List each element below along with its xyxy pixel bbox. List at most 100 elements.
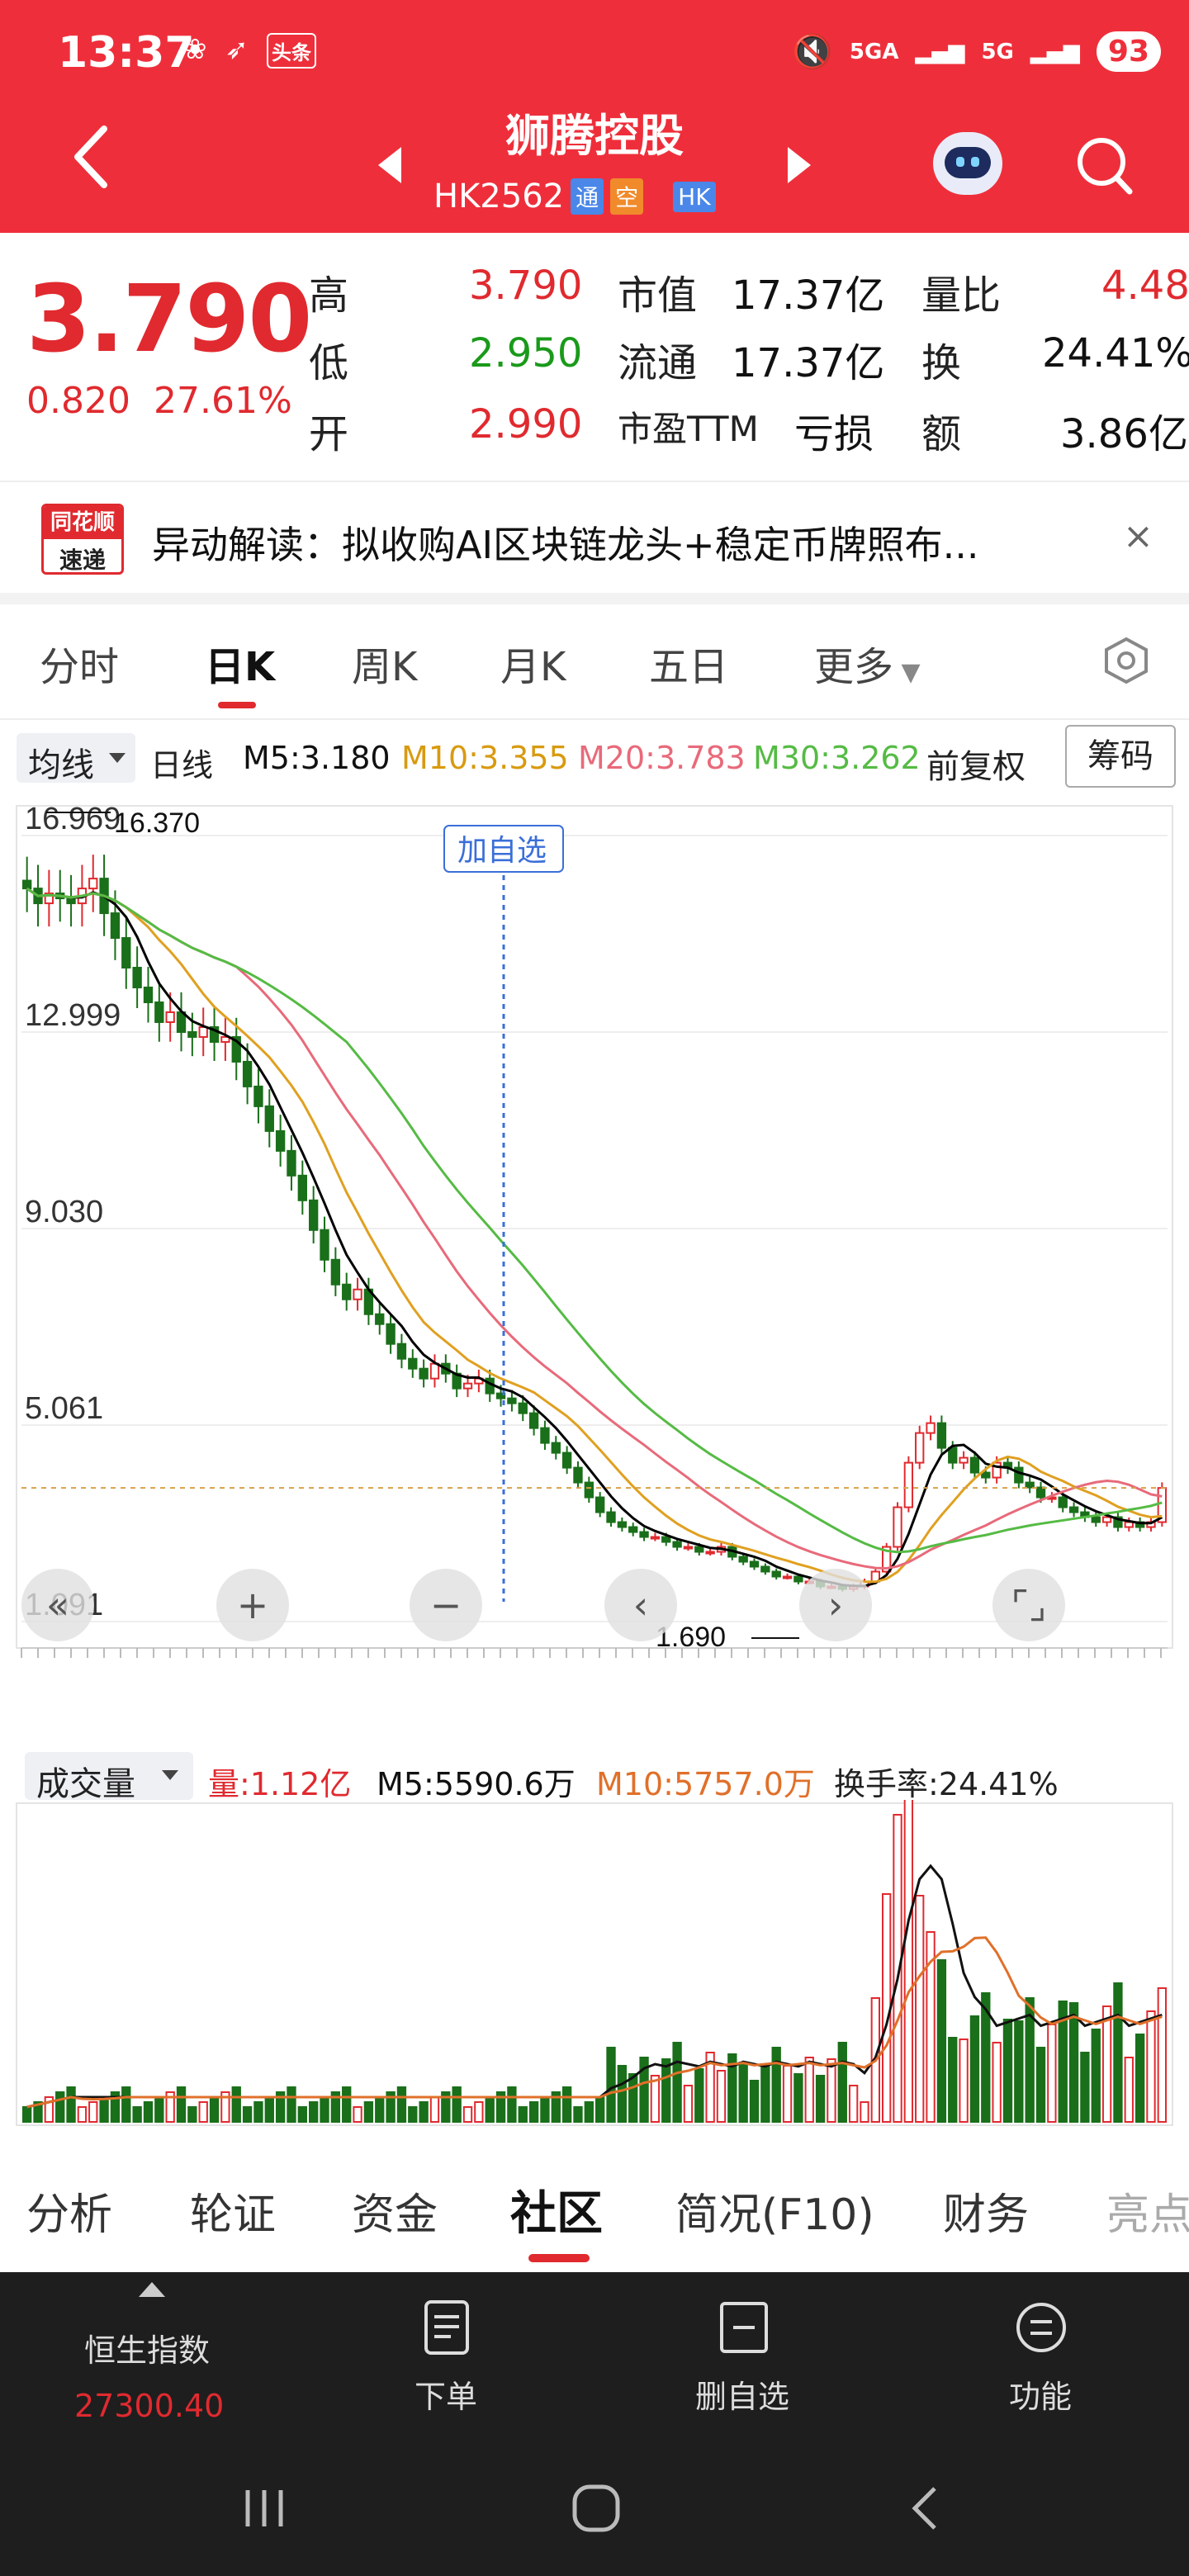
volume-bar xyxy=(187,2106,197,2123)
volume-bar xyxy=(462,2106,473,2123)
tab-analysis[interactable]: 分析 xyxy=(26,2190,113,2240)
tab-intraday[interactable]: 分时 xyxy=(40,644,120,690)
close-icon[interactable]: × xyxy=(1123,515,1153,557)
candle xyxy=(353,1288,362,1300)
candle xyxy=(44,893,54,905)
candle xyxy=(22,879,32,890)
volume-value: 量:1.12亿 xyxy=(208,1766,352,1802)
volume-bar xyxy=(528,2101,539,2123)
tab-funds[interactable]: 资金 xyxy=(352,2190,438,2240)
volume-bar xyxy=(1035,2047,1046,2123)
zoom-out-history-icon[interactable]: « xyxy=(46,1583,69,1627)
tab-warrants[interactable]: 轮证 xyxy=(190,2190,277,2240)
volume-chart[interactable] xyxy=(0,1800,1189,2130)
function-button[interactable]: 功能 xyxy=(1009,2379,1073,2415)
tab-active-indicator xyxy=(528,2254,590,2262)
candle xyxy=(342,1283,352,1300)
home-icon[interactable] xyxy=(570,2482,623,2535)
order-button[interactable]: 下单 xyxy=(414,2379,478,2415)
order-icon[interactable] xyxy=(421,2299,472,2356)
amount-value: 3.86亿 xyxy=(1060,411,1188,457)
volume-bar xyxy=(606,2047,616,2123)
function-icon[interactable] xyxy=(1016,2299,1067,2356)
volume-bar xyxy=(485,2096,495,2123)
prev-stock-icon[interactable] xyxy=(378,147,401,183)
float-label: 流通 xyxy=(618,340,698,386)
candle xyxy=(275,1129,286,1152)
app-header: 13:37 ❀ ➶ 头条 🔇 5GA ▂▄▆ 5G ▂▄▆ 93 狮腾控股 HK… xyxy=(0,0,1189,233)
back-icon[interactable] xyxy=(71,124,112,190)
period-daily: 日线 xyxy=(150,747,214,784)
volume-bar xyxy=(926,1931,936,2123)
recent-apps-icon[interactable] xyxy=(241,2485,287,2531)
candle xyxy=(1113,1516,1123,1528)
fullscreen-icon[interactable]: ⌜⌟ xyxy=(1011,1583,1046,1627)
index-label[interactable]: 恒生指数 xyxy=(84,2332,211,2369)
nav-back-icon[interactable] xyxy=(908,2484,941,2533)
assistant-robot-icon[interactable] xyxy=(933,132,1002,195)
zoom-minus-icon[interactable]: − xyxy=(430,1583,462,1627)
scroll-right-icon[interactable]: › xyxy=(828,1583,843,1627)
remove-watchlist-button[interactable]: 删自选 xyxy=(695,2379,790,2415)
ma5-value: M5:3.180 xyxy=(243,740,391,776)
kline-chart[interactable]: 16.96912.9999.0305.0611.091加自选16.3701.69… xyxy=(0,799,1189,1666)
candle xyxy=(959,1456,969,1464)
caret-down-icon: ▼ xyxy=(893,658,921,687)
candle xyxy=(1025,1481,1035,1489)
volume-bar xyxy=(936,1959,947,2123)
candle xyxy=(606,1511,616,1523)
candle xyxy=(320,1229,329,1261)
indicator-select[interactable]: 均线 xyxy=(17,733,135,784)
volume-bar xyxy=(264,2096,274,2123)
tab-five-day[interactable]: 五日 xyxy=(649,644,729,690)
candle xyxy=(981,1471,991,1479)
adjust-mode[interactable]: 前复权 xyxy=(926,748,1026,786)
detail-tabs xyxy=(0,2147,1189,2271)
volume-bar xyxy=(44,2096,54,2123)
tab-daily-k[interactable]: 日K xyxy=(205,644,276,690)
tab-f10[interactable]: 简况(F10) xyxy=(675,2190,874,2240)
tab-highlights[interactable]: 亮点 xyxy=(1106,2190,1189,2240)
tab-more-label: 更多 xyxy=(814,644,894,690)
news-logo-bottom: 速递 xyxy=(59,547,106,574)
tab-more[interactable]: 更多 ▼ xyxy=(814,634,921,692)
volume-bar xyxy=(1135,2034,1145,2123)
tab-monthly-k[interactable]: 月K xyxy=(500,644,566,690)
zoom-minus-icon-bg xyxy=(410,1569,482,1641)
volume-bar xyxy=(297,2106,307,2123)
candle xyxy=(584,1481,594,1499)
news-headline[interactable]: 异动解读：拟收购AI区块链龙头+稳定币牌照布... xyxy=(152,523,979,567)
tab-finance[interactable]: 财务 xyxy=(943,2190,1030,2240)
volume-bar xyxy=(1068,2002,1079,2123)
caret-up-icon[interactable] xyxy=(139,2282,165,2297)
volume-m10-line xyxy=(26,1936,1163,2109)
remove-watchlist-icon[interactable] xyxy=(718,2299,770,2356)
scroll-left-icon[interactable]: ‹ xyxy=(633,1583,648,1627)
candle xyxy=(639,1531,649,1538)
tab-weekly-k[interactable]: 周K xyxy=(352,644,418,690)
candle xyxy=(936,1422,947,1449)
chip-button[interactable]: 筹码 xyxy=(1065,725,1176,788)
volume-bar xyxy=(88,2101,98,2123)
volume-bar xyxy=(595,2096,605,2123)
volume-indicator-select[interactable]: 成交量 xyxy=(25,1752,193,1803)
volume-bar xyxy=(22,2106,32,2123)
candle xyxy=(882,1546,892,1573)
settings-icon[interactable] xyxy=(1103,636,1149,685)
candle xyxy=(595,1496,605,1513)
volume-bar xyxy=(540,2096,550,2123)
news-banner[interactable]: 同花顺 速递 异动解读：拟收购AI区块链龙头+稳定币牌照布... × xyxy=(0,481,1189,593)
candle xyxy=(650,1536,661,1540)
tab-community[interactable]: 社区 xyxy=(510,2187,603,2241)
volume-bar xyxy=(429,2096,440,2123)
stock-code: HK2562 xyxy=(433,178,565,215)
candle xyxy=(242,1060,253,1087)
search-icon[interactable] xyxy=(1073,132,1135,198)
zoom-in-icon[interactable]: + xyxy=(237,1583,269,1627)
candle xyxy=(66,897,76,905)
zoom-out-history-icon-bg xyxy=(21,1569,94,1641)
next-stock-icon[interactable] xyxy=(788,147,811,183)
low-value: 2.950 xyxy=(469,330,583,376)
app-icon: ➶ xyxy=(225,33,249,66)
candle xyxy=(1068,1506,1079,1513)
